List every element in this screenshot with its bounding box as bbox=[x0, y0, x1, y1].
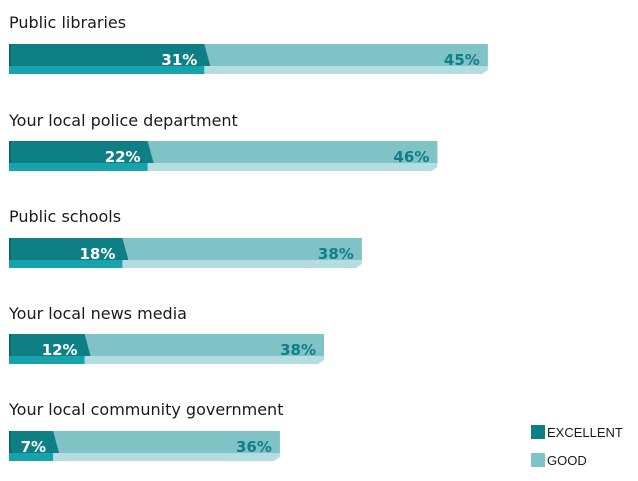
bar-excellent-edge bbox=[9, 431, 11, 453]
legend: EXCELLENT GOOD bbox=[531, 425, 623, 481]
legend-swatch-good bbox=[531, 453, 545, 467]
legend-label-good: GOOD bbox=[547, 452, 587, 468]
bar-excellent bbox=[9, 141, 154, 163]
value-label-good: 38% bbox=[318, 245, 354, 263]
bar-good bbox=[147, 141, 438, 163]
legend-item-excellent: EXCELLENT bbox=[531, 424, 623, 440]
bar-good bbox=[53, 431, 280, 453]
bar-excellent bbox=[9, 431, 60, 453]
legend-label-excellent: EXCELLENT bbox=[547, 424, 623, 440]
value-label-excellent: 22% bbox=[105, 148, 141, 166]
bar-good bbox=[204, 44, 488, 66]
value-label-good: 45% bbox=[444, 51, 480, 69]
legend-item-good: GOOD bbox=[531, 452, 623, 468]
bar-excellent-edge bbox=[9, 334, 11, 356]
bar-good bbox=[84, 334, 324, 356]
legend-swatch-excellent bbox=[531, 425, 545, 439]
category-label: Public libraries bbox=[9, 13, 126, 32]
bar-excellent bbox=[9, 334, 91, 356]
value-label-excellent: 7% bbox=[21, 438, 46, 456]
category-label: Public schools bbox=[9, 207, 121, 226]
bar-excellent bbox=[9, 238, 129, 260]
value-label-good: 46% bbox=[393, 148, 429, 166]
value-label-excellent: 12% bbox=[42, 341, 78, 359]
category-label: Your local news media bbox=[8, 304, 187, 323]
category-label: Your local police department bbox=[8, 111, 238, 130]
bar-good bbox=[122, 238, 362, 260]
value-label-excellent: 18% bbox=[79, 245, 115, 263]
bar-excellent bbox=[9, 44, 211, 66]
value-label-good: 36% bbox=[236, 438, 272, 456]
bar-excellent-edge bbox=[9, 238, 11, 260]
bar-excellent-edge bbox=[9, 141, 11, 163]
value-label-excellent: 31% bbox=[161, 51, 197, 69]
category-label: Your local community government bbox=[8, 400, 283, 419]
bar-excellent-edge bbox=[9, 44, 11, 66]
value-label-good: 38% bbox=[280, 341, 316, 359]
